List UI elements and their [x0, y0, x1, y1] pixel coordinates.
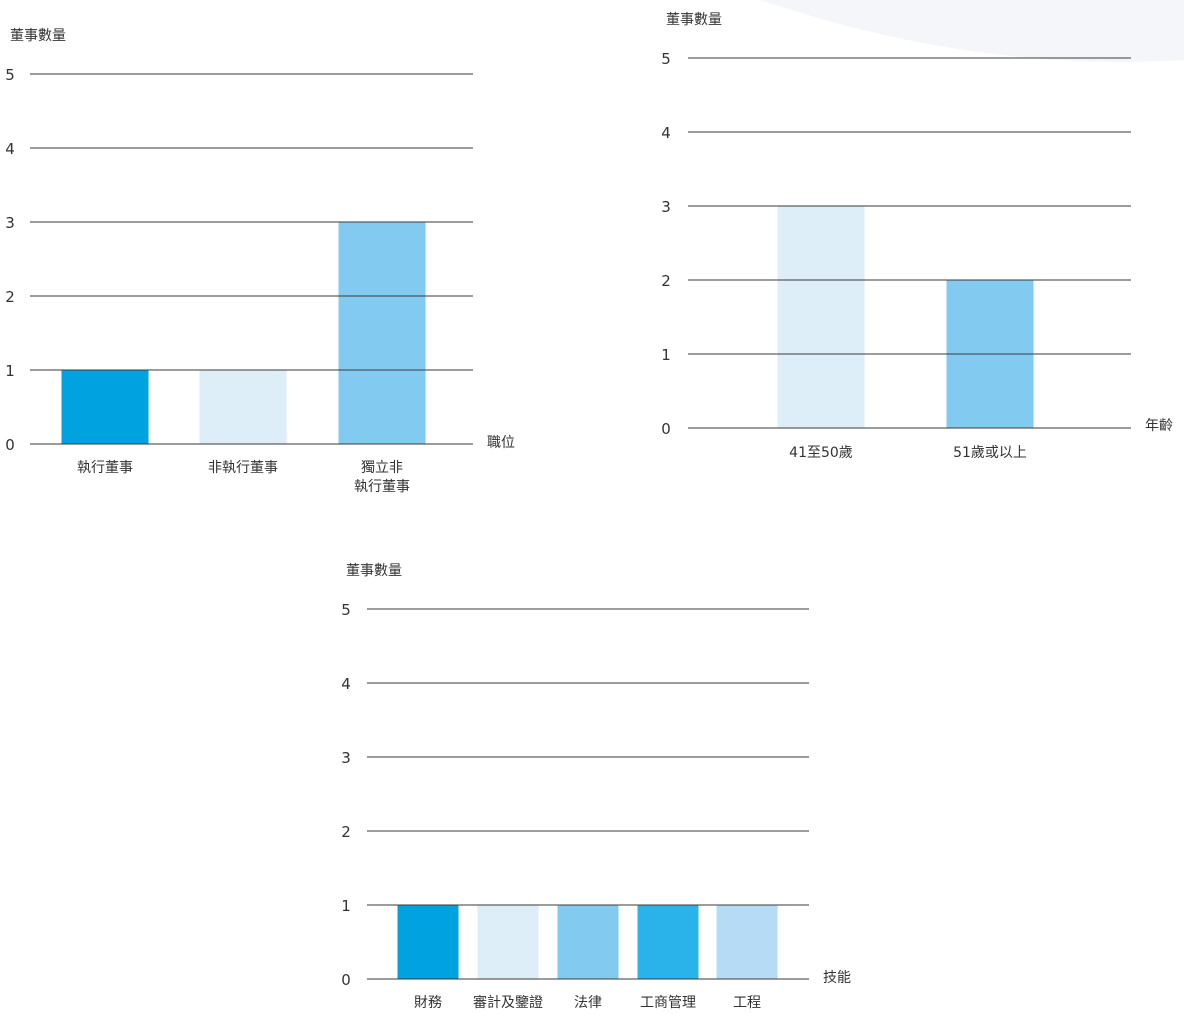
category-label-1: 非執行董事 [208, 460, 278, 476]
category-label-1: 審計及鑒證 [473, 994, 543, 1011]
chart-skills: 董事數量 0 1 2 3 4 5 財務 審計及鑒證 法律 工商管理 工程 技能 [341, 563, 851, 1011]
gridlines [688, 57, 1131, 429]
y-tick-labels: 0 1 2 3 4 5 [661, 50, 671, 438]
y-tick-4: 4 [661, 124, 671, 142]
category-label-4: 工程 [733, 995, 761, 1011]
category-label-0: 執行董事 [77, 460, 133, 476]
y-tick-4: 4 [5, 140, 15, 158]
y-tick-3: 3 [5, 214, 15, 232]
bars [397, 905, 778, 979]
y-tick-labels: 0 1 2 3 4 5 [5, 66, 15, 454]
y-tick-2: 2 [661, 272, 671, 290]
y-tick-3: 3 [341, 749, 351, 767]
category-label-0: 財務 [414, 995, 442, 1011]
bar-1 [477, 905, 539, 979]
gridlines [30, 73, 473, 445]
y-tick-2: 2 [341, 823, 351, 841]
y-tick-5: 5 [341, 601, 351, 619]
bars [61, 222, 426, 444]
bar-0 [61, 370, 149, 444]
y-tick-3: 3 [661, 198, 671, 216]
x-axis-title: 技能 [823, 970, 851, 986]
y-tick-labels: 0 1 2 3 4 5 [341, 601, 351, 989]
y-tick-0: 0 [661, 420, 671, 438]
category-label-3: 工商管理 [640, 995, 696, 1011]
y-tick-2: 2 [5, 288, 15, 306]
bar-1 [199, 370, 287, 444]
y-axis-title: 董事數量 [10, 28, 66, 44]
x-tick-labels: 執行董事 非執行董事 獨立非執行董事 [77, 460, 410, 495]
y-tick-0: 0 [341, 971, 351, 989]
y-tick-5: 5 [661, 50, 671, 68]
y-tick-4: 4 [341, 675, 351, 693]
y-tick-5: 5 [5, 66, 15, 84]
bars [777, 206, 1034, 428]
bar-0 [777, 206, 865, 428]
y-tick-1: 1 [341, 897, 351, 915]
bar-3 [637, 905, 699, 979]
bar-0 [397, 905, 459, 979]
chart-age: 董事數量 0 1 2 3 4 5 41至50歲 51歲或以上 年齡 [661, 12, 1173, 461]
y-axis-title: 董事數量 [666, 12, 722, 28]
category-label-0: 41至50歲 [789, 445, 853, 461]
gridlines [367, 608, 809, 980]
category-label-2: 法律 [574, 995, 602, 1011]
chart-position: 董事數量 0 1 2 3 4 5 執行董事 非執行董事 獨立非執行董事 職位 [5, 28, 515, 495]
x-axis-title: 職位 [487, 435, 515, 451]
category-label-2: 獨立非執行董事 [354, 460, 410, 495]
bar-4 [716, 905, 778, 979]
category-label-1: 51歲或以上 [953, 445, 1027, 461]
bar-2 [338, 222, 426, 444]
y-tick-1: 1 [661, 346, 671, 364]
x-tick-labels: 財務 審計及鑒證 法律 工商管理 工程 [414, 994, 761, 1011]
y-axis-title: 董事數量 [346, 563, 402, 579]
x-tick-labels: 41至50歲 51歲或以上 [789, 445, 1027, 461]
y-tick-0: 0 [5, 436, 15, 454]
x-axis-title: 年齡 [1145, 418, 1173, 434]
y-tick-1: 1 [5, 362, 15, 380]
bar-2 [557, 905, 619, 979]
